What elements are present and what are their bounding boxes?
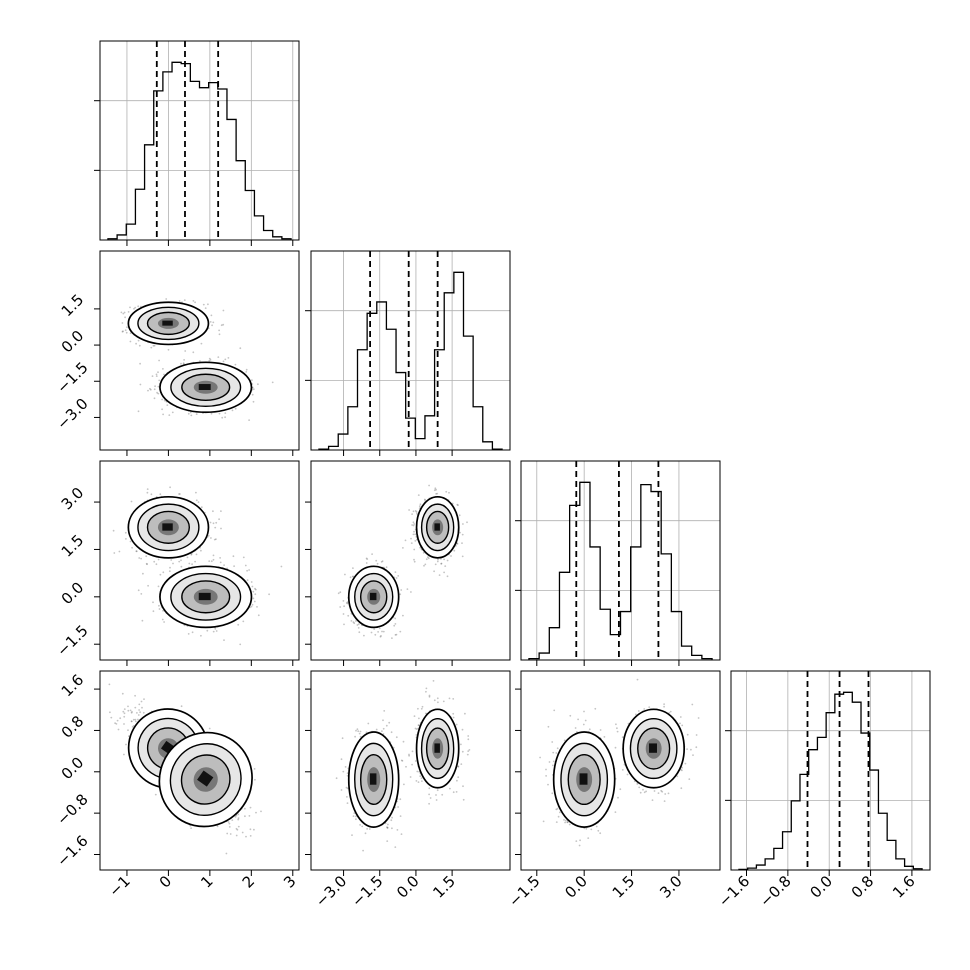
y-tick-label: 1.6 [58,671,88,701]
x-tick-label: 1 [197,872,216,891]
panel-frame [310,250,511,451]
x-tick-label: −1.5 [505,872,543,910]
x-tick-label: 1.5 [429,872,459,902]
panel-frame [99,670,300,871]
panel-3-0: −1 0 1 2 3 −1.6 −0.8 0.0 0.8 1.6 [53,670,300,900]
panel-frame [310,670,511,871]
panel-2-2 [515,460,721,666]
density-peak-1 [579,773,588,785]
density-peak-1 [198,384,211,390]
x-tick-label: −1.6 [715,872,753,910]
x-tick-label: −0.8 [756,872,794,910]
panel-0-0 [94,40,300,246]
y-tick-label: −1.5 [53,358,91,396]
panel-frame [310,460,511,661]
panel-frame [730,670,931,871]
x-tick-label: 0 [156,872,175,891]
panel-frame [520,460,721,661]
panel-frame [99,40,300,241]
density-peak-1 [198,592,211,601]
density-peak-1 [369,592,377,601]
panel-1-1 [305,250,511,456]
x-tick-label: 0.0 [561,872,591,902]
density-peak-0 [434,523,440,531]
panel-1-0: −3.0−1.50.0 1.5 [53,250,300,456]
x-tick-label: −3.0 [312,872,350,910]
density-peak-0 [162,320,173,326]
x-tick-label: −1.5 [348,872,386,910]
panel-frame [99,250,300,451]
y-tick-label: −1.5 [53,621,91,659]
density-peak-1 [197,770,214,787]
panel-3-2: −1.5 0.0 1.5 3.0 [505,670,721,911]
x-tick-label: 1.6 [889,872,919,902]
x-tick-label: −1 [105,872,133,900]
panel-2-1 [305,460,511,666]
panel-2-0: −1.5 0.0 1.5 3.0 [53,460,300,666]
y-tick-label: 3.0 [58,484,88,514]
y-tick-label: −3.0 [53,395,91,433]
panel-3-3: −1.6 −0.8 0.0 0.8 1.6 [715,670,931,911]
x-tick-label: 3 [280,872,299,891]
y-tick-label: 0.8 [58,712,88,742]
x-tick-label: 3.0 [656,872,686,902]
x-tick-label: 1.5 [609,872,639,902]
y-tick-label: 1.5 [58,531,88,561]
x-tick-label: 0.8 [848,872,878,902]
y-tick-label: −1.6 [53,832,91,870]
panel-3-1: −3.0−1.5 0.0 1.5 [305,670,511,911]
histogram-3 [738,691,923,870]
x-tick-label: 0.0 [393,872,423,902]
y-tick-label: −0.8 [53,790,91,828]
histogram-2 [528,481,713,660]
x-tick-label: 0.0 [806,872,836,902]
x-tick-label: 2 [239,872,258,891]
panel-frame [99,460,300,661]
y-tick-label: 0.0 [58,753,88,783]
density-peak-1 [369,773,377,785]
density-peak-0 [434,743,440,753]
histogram-1 [318,271,503,450]
y-tick-label: 0.0 [58,578,88,608]
panel-frame [520,670,721,871]
y-tick-label: 0.0 [58,327,88,357]
histogram-0 [107,61,292,240]
y-tick-label: 1.5 [58,291,88,321]
density-peak-0 [649,743,657,753]
density-peak-0 [162,523,173,531]
